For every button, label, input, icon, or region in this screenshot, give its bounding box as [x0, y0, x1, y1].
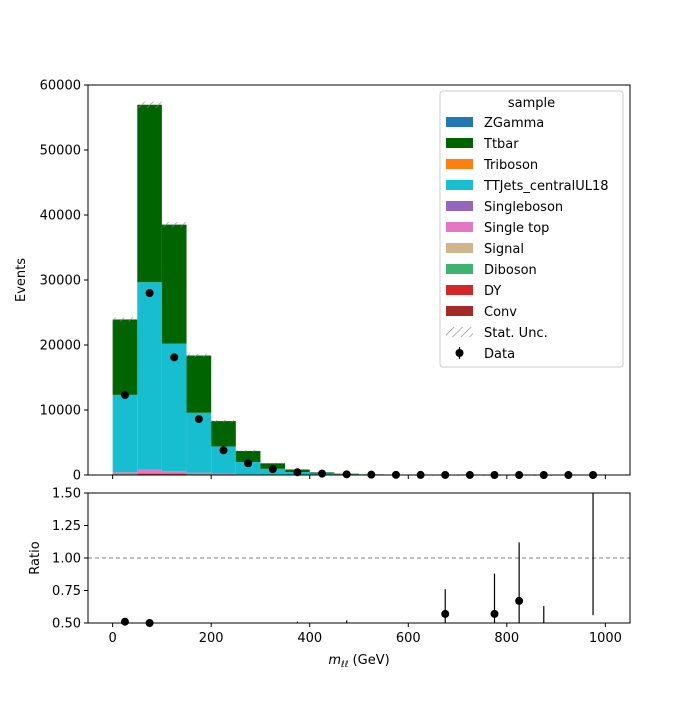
legend-marker-data: [456, 349, 464, 357]
y-tick-label-10000: 10000: [40, 404, 81, 419]
data-point-0: [121, 391, 129, 399]
bar-single-top-4: [211, 474, 236, 475]
stat-unc-band-1: [137, 102, 162, 108]
legend-label-dy: DY: [484, 284, 501, 299]
ratio-point-3: [491, 610, 499, 618]
x-axis-label-symbol: m: [328, 653, 341, 668]
bar-diboson-1: [137, 473, 162, 474]
legend-swatch-singleboson: [446, 201, 473, 211]
bar-single-top-0: [113, 472, 138, 474]
y-tick-label-60000: 60000: [40, 79, 81, 94]
legend-swatch-diboson: [446, 264, 473, 274]
bar-single-top-1: [137, 470, 162, 473]
bar-ttbar-1: [137, 105, 162, 282]
ratio-panel: 0.50 0.75 1.00 1.25 1.50 0 200 400 600 800 1000 R…: [28, 487, 630, 671]
bar-ttjets-centralul18-1: [137, 282, 162, 469]
bar-diboson-2: [162, 474, 187, 475]
top-y-axis: 0 10000 20000 30000 40000 50000 60000: [40, 79, 88, 484]
stat-unc-band-3: [187, 354, 212, 358]
stat-unc-band-6: [260, 463, 285, 464]
y-tick-label-40000: 40000: [40, 209, 81, 224]
legend-label-stat-unc-: Stat. Unc.: [484, 326, 548, 341]
legend-swatch-ttbar: [446, 138, 473, 148]
legend-swatch-dy: [446, 285, 473, 295]
bar-ttbar-0: [113, 319, 138, 394]
data-point-5: [244, 459, 252, 467]
ratio-point-4: [515, 597, 523, 605]
y-tick-label-50000: 50000: [40, 144, 81, 159]
data-point-1: [146, 289, 154, 297]
x-axis-label-subscript: ℓℓ: [340, 660, 348, 670]
legend-swatch-single-top: [446, 222, 473, 232]
bar-ttbar-4: [211, 421, 236, 446]
bar-ttbar-2: [162, 225, 187, 344]
ratio-point-0: [121, 618, 129, 626]
data-point-6: [269, 465, 277, 473]
y-tick-label-20000: 20000: [40, 339, 81, 354]
legend-swatch-conv: [446, 306, 473, 316]
legend-swatch-stat-unc-: [446, 327, 473, 337]
legend-label-ttjets-centralul18: TTJets_centralUL18: [483, 179, 609, 194]
x-tick-label-200: 200: [199, 631, 224, 646]
ratio-y-tick-label-0: 0.50: [52, 617, 81, 632]
legend-label-singleboson: Singleboson: [484, 200, 563, 215]
legend-swatch-signal: [446, 243, 473, 253]
bar-ttjets-centralul18-0: [113, 395, 138, 472]
ratio-point-2: [441, 610, 449, 618]
x-tick-label-400: 400: [297, 631, 322, 646]
x-tick-label-1000: 1000: [589, 631, 622, 646]
y-axis-label-events: Events: [14, 258, 29, 302]
legend-label-data: Data: [484, 347, 515, 362]
legend-label-signal: Signal: [484, 242, 524, 257]
ratio-y-tick-label-2: 1.00: [52, 552, 81, 567]
data-point-3: [195, 415, 203, 423]
x-axis-label: mℓℓ (GeV): [328, 653, 389, 670]
ratio-points: [121, 542, 523, 627]
ratio-y-tick-label-1: 0.75: [52, 584, 81, 599]
stat-unc-band-2: [162, 222, 187, 227]
data-point-4: [220, 446, 228, 454]
stat-unc-band-5: [236, 450, 261, 452]
bar-ttbar-3: [187, 356, 212, 413]
legend-label-ttbar: Ttbar: [483, 137, 519, 152]
legend-label-single-top: Single top: [484, 221, 549, 236]
legend-label-triboson: Triboson: [483, 158, 538, 173]
ratio-y-tick-label-3: 1.25: [52, 519, 81, 534]
data-point-2: [170, 353, 178, 361]
legend-label-conv: Conv: [484, 305, 517, 320]
ratio-y-tick-label-4: 1.50: [52, 487, 81, 502]
stat-unc-band-0: [113, 317, 138, 321]
bar-single-top-2: [162, 471, 187, 473]
y-axis-label-ratio: Ratio: [28, 541, 43, 574]
ratio-plot-frame: [88, 493, 630, 623]
legend-label-zgamma: ZGamma: [484, 116, 544, 131]
y-tick-label-30000: 30000: [40, 274, 81, 289]
bar-dy-1: [137, 474, 162, 475]
ratio-y-axis: 0.50 0.75 1.00 1.25 1.50: [52, 487, 88, 632]
x-tick-label-800: 800: [494, 631, 519, 646]
data-point-9: [343, 470, 351, 478]
x-tick-label-0: 0: [108, 631, 116, 646]
legend-label-diboson: Diboson: [484, 263, 537, 278]
bar-ttjets-centralul18-2: [162, 344, 187, 471]
bar-single-top-3: [187, 473, 212, 474]
legend-swatch-ttjets-centralul18: [446, 180, 473, 190]
legend-swatch-zgamma: [446, 117, 473, 127]
legend-swatch-triboson: [446, 159, 473, 169]
legend-title: sample: [508, 96, 555, 111]
stat-unc-band-4: [211, 420, 236, 422]
x-tick-label-600: 600: [396, 631, 421, 646]
data-point-8: [318, 470, 326, 478]
legend: sample ZGamma Ttbar Triboson TTJets_central…: [440, 91, 623, 367]
y-tick-label-0: 0: [73, 469, 81, 484]
x-axis-label-unit: (GeV): [348, 653, 389, 668]
x-axis: 0 200 400 600 800 1000: [108, 623, 621, 646]
